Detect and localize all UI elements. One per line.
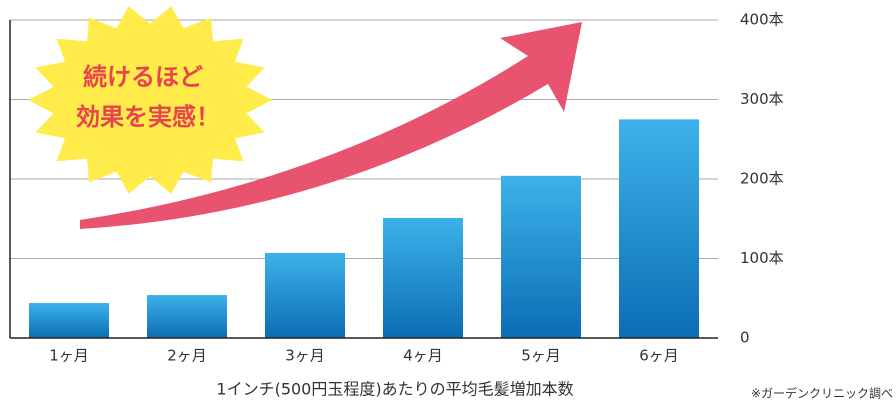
x-tick-label: 3ヶ月 — [285, 347, 325, 365]
bar — [147, 295, 227, 338]
y-tick-label: 100本 — [740, 249, 784, 267]
y-tick-label: 300本 — [740, 90, 784, 108]
y-tick-label: 400本 — [740, 11, 784, 29]
badge-text: 効果を実感！ — [76, 103, 220, 131]
badge — [28, 6, 272, 193]
y-tick-label: 200本 — [740, 170, 784, 188]
y-tick-label: 0 — [740, 329, 750, 347]
bar — [29, 303, 109, 338]
bar — [383, 218, 463, 338]
chart: 0 100本 200本 300本 400本 1ヶ月 2ヶ月 3ヶ月 4ヶ月 5ヶ月 6ヶ月 続けるほ… — [0, 0, 896, 403]
x-tick-label: 2ヶ月 — [167, 347, 207, 365]
x-tick-label: 4ヶ月 — [403, 347, 443, 365]
source-note: ※ガーデンクリニック調べ — [751, 386, 893, 401]
bar — [501, 176, 581, 338]
badge-text: 続けるほど — [83, 63, 203, 91]
x-tick-label: 5ヶ月 — [521, 347, 561, 365]
x-tick-label: 6ヶ月 — [639, 347, 679, 365]
x-tick-label: 1ヶ月 — [49, 347, 89, 365]
bar — [265, 253, 345, 338]
bar — [619, 119, 699, 338]
x-axis-title: 1インチ(500円玉程度)あたりの平均毛髪増加本数 — [216, 380, 573, 399]
